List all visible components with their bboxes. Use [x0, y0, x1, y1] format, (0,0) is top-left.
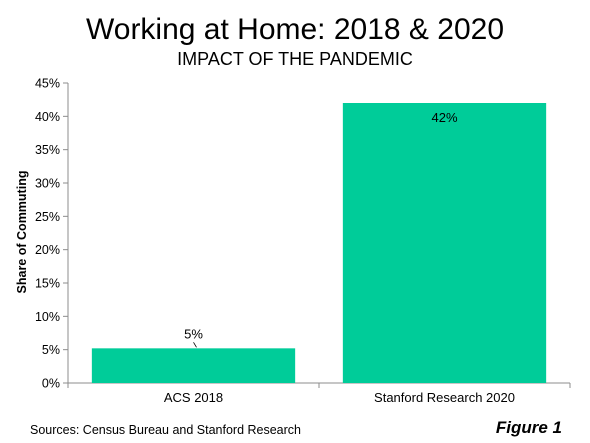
- y-tick-label: 25%: [35, 210, 60, 224]
- y-tick-label: 30%: [35, 177, 60, 191]
- y-tick-label: 45%: [35, 77, 60, 91]
- y-tick-label: 10%: [35, 310, 60, 324]
- bar: [342, 103, 547, 383]
- y-tick-label: 0%: [42, 377, 60, 391]
- figure-label: Figure 1: [495, 418, 562, 437]
- bar: [91, 348, 296, 383]
- y-tick-label: 35%: [35, 143, 60, 157]
- chart-subtitle: IMPACT OF THE PANDEMIC: [177, 49, 413, 69]
- x-category-label: Stanford Research 2020: [374, 390, 515, 405]
- y-axis: 0% 5% 10% 15% 20% 25% 30% 35% 40% 45%: [35, 77, 69, 391]
- x-category-label: ACS 2018: [164, 390, 223, 405]
- x-axis: ACS 2018 Stanford Research 2020: [67, 382, 571, 405]
- chart-title: Working at Home: 2018 & 2020: [85, 13, 505, 46]
- y-tick-label: 15%: [35, 277, 60, 291]
- y-tick-label: 20%: [35, 243, 60, 257]
- data-label: 42%: [431, 110, 457, 125]
- source-note: Sources: Census Bureau and Stanford Rese…: [30, 423, 301, 437]
- bars: 5% 42%: [91, 103, 547, 383]
- y-tick-label: 5%: [42, 343, 60, 357]
- y-axis-label: Share of Commuting: [15, 171, 29, 294]
- data-label-leader: [193, 342, 197, 348]
- y-tick-label: 40%: [35, 110, 60, 124]
- data-label: 5%: [184, 326, 203, 341]
